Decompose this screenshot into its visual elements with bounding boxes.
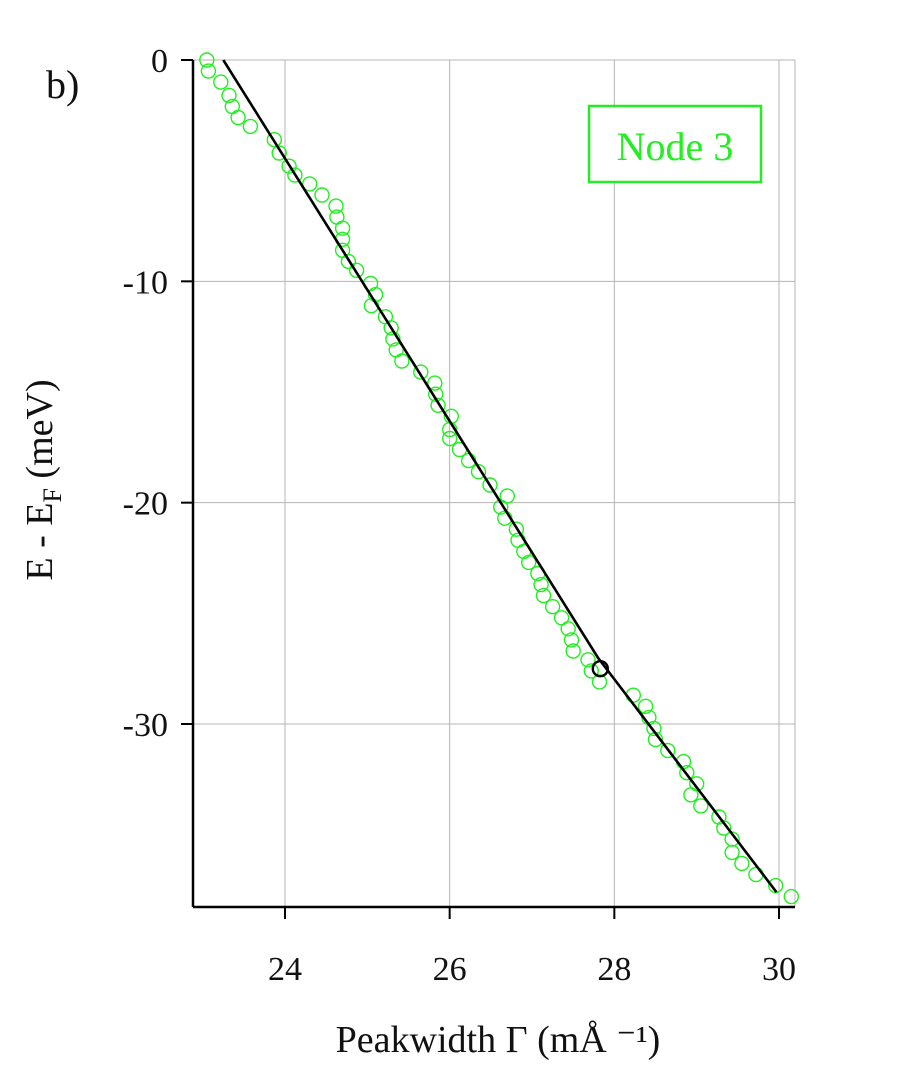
data-point	[646, 720, 662, 737]
data-point	[427, 375, 443, 391]
y-axis-title: E - EF (meV)	[19, 379, 67, 580]
data-point	[242, 118, 259, 135]
data-point	[724, 844, 740, 861]
data-point	[625, 687, 641, 703]
y-tick-label: 0	[151, 43, 168, 80]
data-point	[334, 220, 351, 236]
data-point	[281, 158, 297, 174]
legend-label: Node 3	[617, 124, 734, 169]
data-point	[580, 652, 596, 668]
data-point	[565, 643, 581, 659]
data-point	[693, 798, 709, 814]
data-point	[200, 63, 217, 79]
data-point	[221, 87, 237, 104]
x-axis-title: Peakwidth Γ (mÅ ⁻¹)	[336, 1019, 661, 1061]
data-point	[508, 521, 525, 537]
data-point	[591, 674, 608, 690]
data-point	[329, 209, 345, 225]
data-point	[348, 262, 365, 278]
data-point	[442, 430, 458, 447]
grid-lines	[193, 59, 796, 907]
highlight-marker	[591, 660, 609, 678]
data-point	[734, 855, 750, 872]
data-point	[394, 353, 410, 369]
data-point	[430, 397, 446, 413]
fit-line	[222, 59, 778, 893]
panel-label: b)	[46, 62, 79, 107]
legend-box	[587, 104, 763, 184]
x-tick-label: 28	[597, 951, 631, 988]
data-point	[314, 187, 330, 203]
y-axis-title-unit: (meV)	[19, 379, 61, 488]
fit-line-group	[222, 59, 778, 893]
data-point	[340, 253, 357, 270]
data-point	[266, 131, 282, 148]
x-tick-label: 26	[433, 951, 467, 988]
data-point	[328, 198, 344, 214]
y-axis-title-subscript: F	[38, 488, 67, 502]
tick-marks	[181, 59, 780, 919]
data-point	[544, 599, 561, 615]
x-tick-label: 30	[762, 951, 796, 988]
y-tick-label: -30	[123, 707, 168, 744]
data-point	[199, 52, 215, 68]
data-point	[533, 576, 549, 593]
legend: Node 3	[587, 104, 763, 184]
data-point	[521, 554, 537, 571]
data-point	[213, 74, 229, 90]
data-point	[637, 698, 654, 714]
data-point	[271, 145, 287, 161]
data-point	[679, 765, 695, 781]
data-point	[302, 176, 318, 192]
data-point	[560, 621, 576, 637]
x-tick-label: 24	[268, 951, 302, 988]
data-point	[287, 167, 303, 183]
data-point	[413, 364, 429, 380]
data-point	[230, 109, 246, 126]
y-axis-title-main: E - E	[19, 503, 61, 581]
tick-labels: 24 26 28 30 0 -10 -20 -30	[123, 43, 796, 988]
data-point	[553, 610, 570, 626]
data-point	[499, 488, 515, 504]
y-tick-label: -20	[123, 486, 168, 523]
data-point	[683, 787, 699, 803]
data-point	[563, 632, 580, 648]
axes	[191, 60, 795, 909]
data-point	[583, 663, 599, 679]
y-tick-label: -10	[123, 264, 168, 301]
data-point	[535, 587, 552, 604]
data-point	[783, 888, 799, 905]
data-point	[660, 742, 676, 759]
data-point	[482, 477, 498, 493]
data-point	[383, 320, 399, 336]
